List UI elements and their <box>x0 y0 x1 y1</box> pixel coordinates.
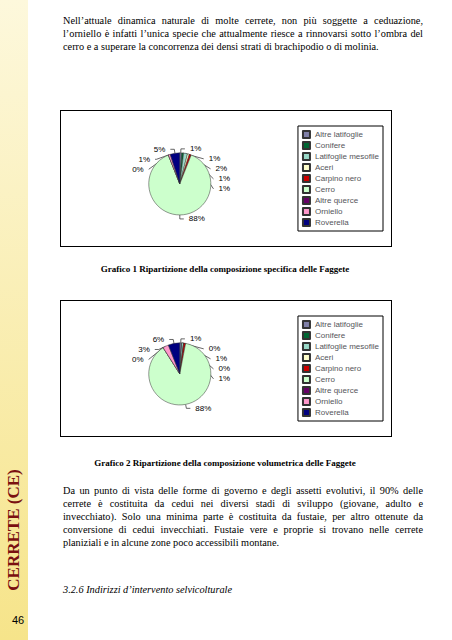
html-text:Grafico 1 Ripartizione della c: Grafico 1 Ripartizione della composizion… <box>100 264 350 274</box>
svg-text:88%: 88% <box>189 214 205 223</box>
html-text:Da un punto di vista delle for: Da un punto di vista delle forme di gove… <box>63 485 423 548</box>
svg-text:Orniello: Orniello <box>315 397 343 406</box>
svg-text:0%: 0% <box>132 165 144 174</box>
html-text:Grafico 2 Ripartizione della c: Grafico 2 Ripartizione della composizion… <box>94 458 356 468</box>
svg-text:88%: 88% <box>195 404 211 413</box>
svg-text:Latifoglie mesofile: Latifoglie mesofile <box>315 152 380 161</box>
html-text:46: 46 <box>12 614 25 626</box>
svg-text:Aceri: Aceri <box>315 353 333 362</box>
svg-text:0%: 0% <box>218 364 230 373</box>
svg-text:1%: 1% <box>138 155 150 164</box>
svg-text:Cerro: Cerro <box>315 185 336 194</box>
svg-text:Altre latifoglie: Altre latifoglie <box>315 130 364 139</box>
svg-text:1%: 1% <box>190 144 202 153</box>
svg-text:5%: 5% <box>154 145 166 154</box>
svg-text:Conifere: Conifere <box>315 331 346 340</box>
svg-text:1%: 1% <box>219 184 231 193</box>
html-text:Nell’attuale dinamica naturale: Nell’attuale dinamica naturale di molte … <box>63 15 423 52</box>
svg-text:Cerro: Cerro <box>315 375 336 384</box>
svg-text:3%: 3% <box>138 345 150 354</box>
svg-text:6%: 6% <box>153 335 165 344</box>
svg-text:Carpino nero: Carpino nero <box>315 364 362 373</box>
svg-text:1%: 1% <box>218 174 230 183</box>
svg-text:1%: 1% <box>209 154 221 163</box>
svg-text:1%: 1% <box>216 354 228 363</box>
svg-text:Altre querce: Altre querce <box>315 386 359 395</box>
svg-text:Altre querce: Altre querce <box>315 196 359 205</box>
svg-text:1%: 1% <box>219 374 231 383</box>
svg-text:0%: 0% <box>132 355 144 364</box>
html-text:CERRETE (CE): CERRETE (CE) <box>4 469 23 591</box>
svg-text:Altre latifoglie: Altre latifoglie <box>315 320 364 329</box>
svg-text:Roverella: Roverella <box>315 218 349 227</box>
svg-text:2%: 2% <box>216 164 228 173</box>
svg-text:Roverella: Roverella <box>315 408 349 417</box>
svg-text:Orniello: Orniello <box>315 207 343 216</box>
html-text:3.2.6 Indirizzi d’intervento s: 3.2.6 Indirizzi d’intervento selvicoltur… <box>63 584 232 595</box>
svg-text:Latifoglie mesofile: Latifoglie mesofile <box>315 342 380 351</box>
svg-text:Aceri: Aceri <box>315 163 333 172</box>
svg-text:0%: 0% <box>209 344 221 353</box>
svg-text:Carpino nero: Carpino nero <box>315 174 362 183</box>
svg-text:1%: 1% <box>190 334 202 343</box>
svg-text:Conifere: Conifere <box>315 141 346 150</box>
